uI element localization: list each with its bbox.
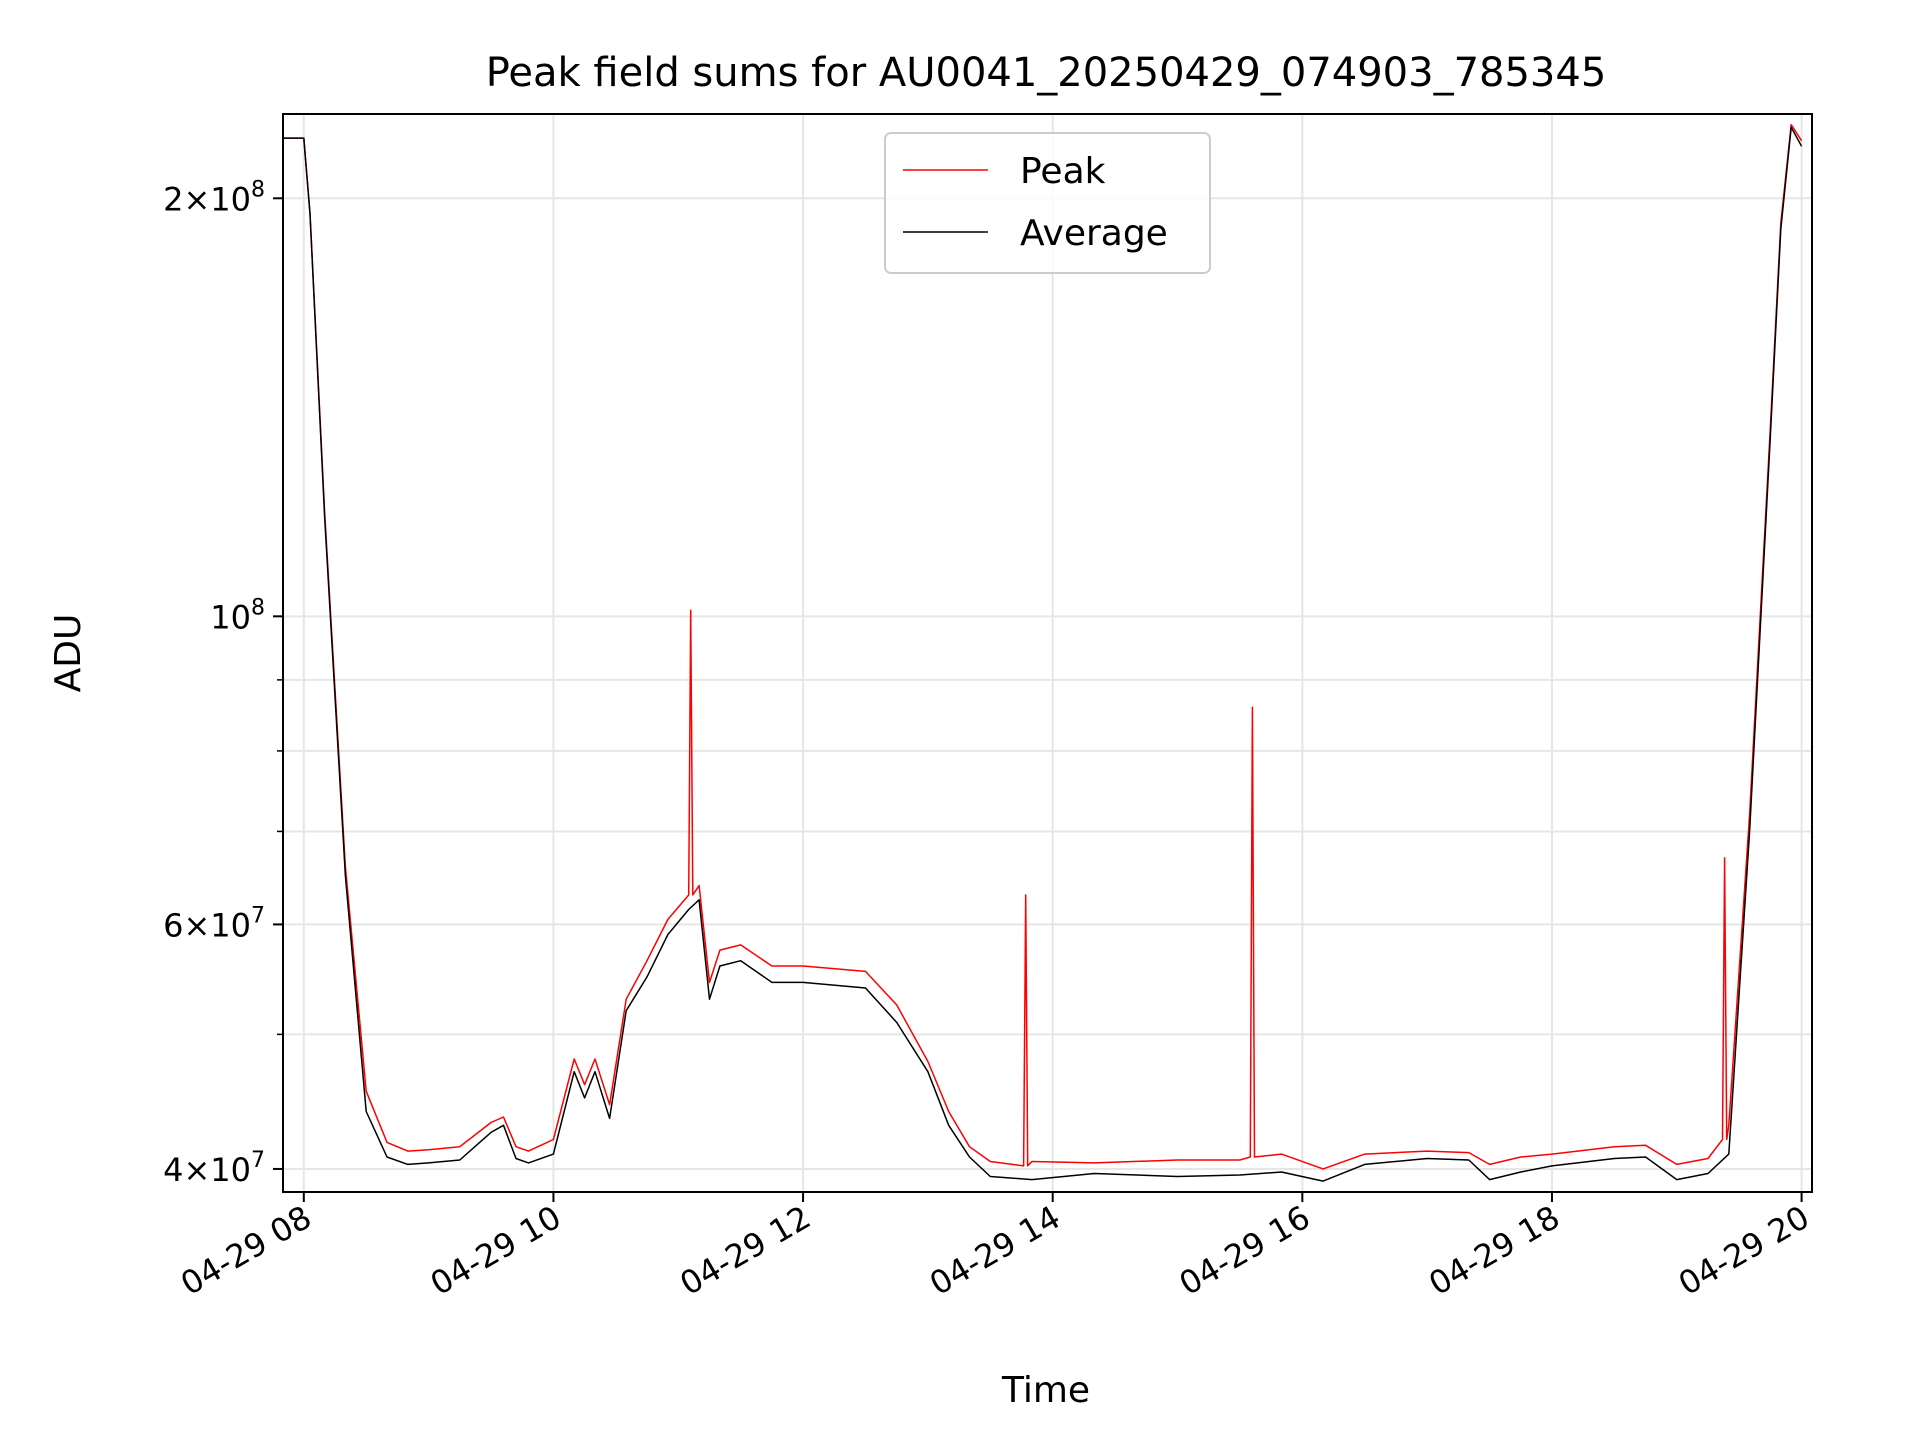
y-tick-label: 4×107	[163, 1148, 265, 1189]
legend-label-peak: Peak	[1020, 151, 1106, 192]
series-line-average	[283, 126, 1803, 1182]
plot-background	[283, 114, 1812, 1192]
y-axis-label: ADU	[48, 614, 89, 693]
legend-label-average: Average	[1020, 213, 1168, 254]
plot-area	[282, 113, 1813, 1193]
y-tick-label: 108	[210, 595, 265, 636]
y-tick-label: 2×108	[163, 177, 265, 218]
series-line-peak	[283, 123, 1803, 1170]
y-axis: 4×107 6×107 108 2×108	[163, 177, 283, 1189]
plot-frame	[282, 113, 1813, 1193]
y-tick-label: 6×107	[163, 903, 265, 944]
data-lines	[283, 123, 1803, 1182]
x-axis-label: Time	[1001, 1370, 1090, 1411]
chart-title: Peak field sums for AU0041_20250429_0749…	[486, 50, 1607, 96]
legend-box	[884, 132, 1211, 274]
legend: Peak Average	[884, 132, 1211, 274]
